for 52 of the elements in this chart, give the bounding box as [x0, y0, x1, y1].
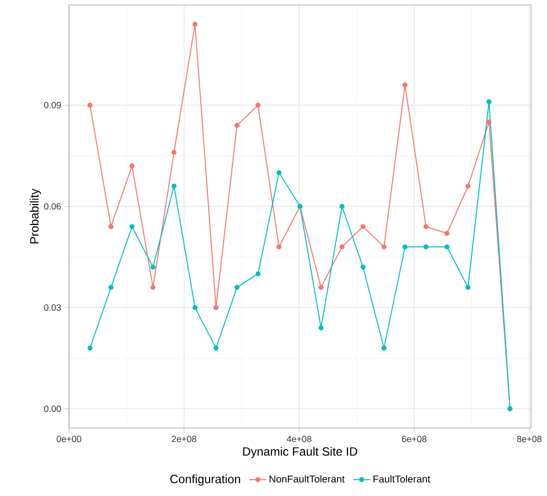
point	[444, 244, 450, 250]
point	[214, 305, 218, 310]
point	[108, 224, 114, 230]
point	[172, 150, 176, 155]
point	[402, 82, 408, 88]
point	[466, 184, 471, 189]
point	[130, 224, 134, 230]
point	[256, 271, 261, 276]
point	[318, 284, 324, 290]
x-tick-label: 0e+00	[56, 436, 82, 442]
point	[486, 99, 492, 104]
legend-label: FaultTolerant	[374, 475, 430, 483]
point	[276, 244, 282, 250]
point	[214, 346, 218, 351]
point	[382, 244, 387, 250]
point	[340, 204, 345, 209]
point	[172, 184, 176, 189]
point	[88, 102, 92, 108]
point	[150, 264, 156, 270]
y-tick-label: 0.00	[44, 406, 61, 412]
x-tick-label: 8e+08	[517, 436, 542, 442]
point	[130, 163, 134, 168]
point	[382, 346, 387, 351]
point	[108, 284, 114, 290]
x-tick-label: 2e+08	[172, 436, 196, 442]
x-axis-title: Dynamic Fault Site ID	[243, 446, 358, 458]
x-tick-label: 6e+08	[402, 436, 426, 442]
y-tick-label: 0.06	[44, 203, 61, 210]
y-tick-label: 0.09	[44, 102, 61, 108]
point	[256, 102, 261, 108]
point	[192, 305, 198, 310]
point	[150, 284, 156, 290]
point	[360, 264, 366, 270]
y-tick-label: 0.03	[44, 304, 61, 311]
x-tick-label: 4e+08	[286, 436, 312, 442]
point	[466, 284, 471, 290]
legend-title: Configuration	[170, 474, 240, 486]
point	[88, 346, 92, 351]
point	[234, 284, 240, 290]
point	[340, 244, 345, 250]
point	[318, 325, 324, 330]
point	[444, 230, 450, 236]
point	[234, 122, 240, 128]
point	[424, 244, 429, 250]
point	[402, 244, 408, 250]
y-axis-title: Probability	[30, 188, 41, 244]
point	[360, 224, 366, 230]
point	[276, 170, 282, 176]
legend-label: NonFaultTolerant	[270, 475, 345, 483]
point	[424, 224, 429, 230]
point	[486, 120, 492, 125]
point	[192, 22, 198, 27]
